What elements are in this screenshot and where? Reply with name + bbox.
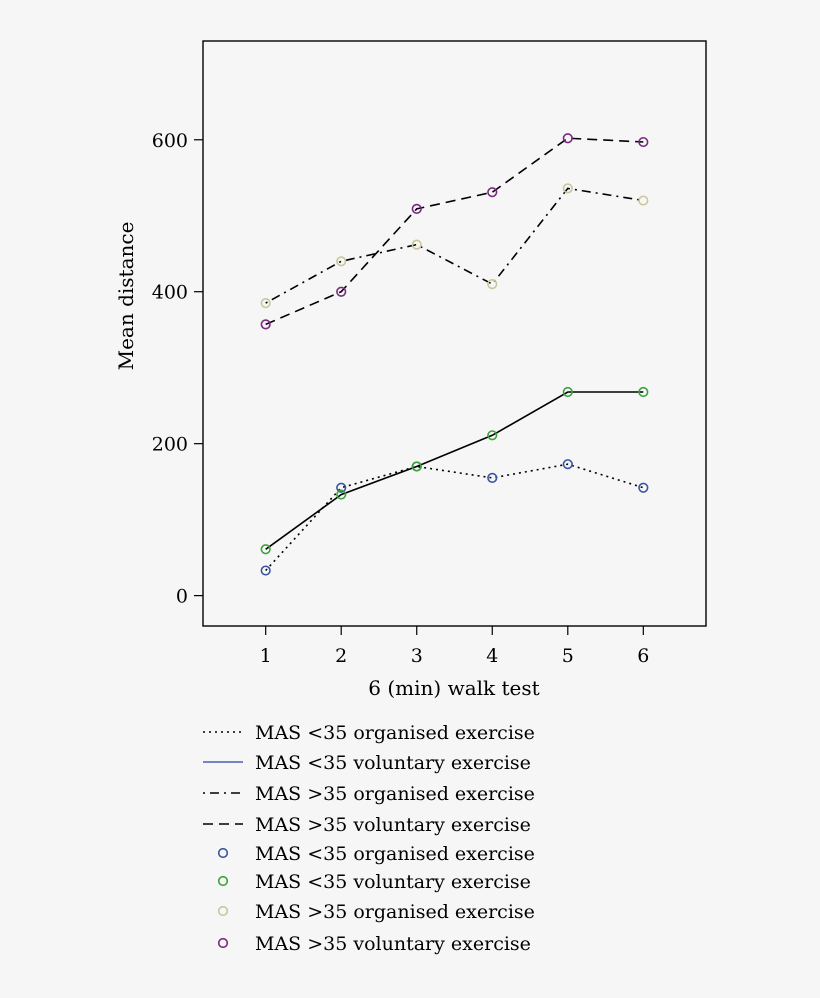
data-point bbox=[260, 298, 271, 309]
data-point bbox=[638, 386, 649, 398]
data-point bbox=[336, 256, 347, 267]
data-point bbox=[638, 482, 649, 493]
x-tick-label: 6 bbox=[637, 645, 649, 667]
legend-marker-swatch bbox=[217, 905, 229, 917]
x-axis-title: 6 (min) walk test bbox=[368, 676, 539, 700]
y-tick-label: 600 bbox=[152, 130, 188, 152]
data-point bbox=[487, 472, 498, 483]
data-point bbox=[487, 187, 498, 198]
legend-marker-swatch bbox=[217, 875, 229, 887]
y-tick-label: 200 bbox=[152, 434, 188, 456]
series-markers bbox=[260, 133, 649, 576]
data-point bbox=[638, 136, 649, 148]
y-axis-title: Mean distance bbox=[114, 222, 138, 371]
data-point bbox=[562, 183, 573, 194]
data-point bbox=[260, 319, 271, 330]
data-point bbox=[336, 482, 347, 493]
series-lines bbox=[265, 137, 644, 572]
legend-label: MAS <35 organised exercise bbox=[255, 722, 535, 744]
data-point bbox=[562, 386, 573, 398]
legend-label: MAS >35 voluntary exercise bbox=[255, 933, 531, 955]
series-line bbox=[265, 463, 644, 572]
legend-label: MAS <35 voluntary exercise bbox=[255, 752, 531, 774]
y-tick-label: 400 bbox=[152, 282, 188, 304]
data-point bbox=[487, 430, 498, 441]
legend-label: MAS >35 organised exercise bbox=[255, 901, 535, 923]
data-point bbox=[336, 286, 347, 297]
series-line bbox=[265, 391, 644, 550]
legend-label: MAS >35 voluntary exercise bbox=[255, 814, 531, 836]
x-tick-label: 3 bbox=[411, 645, 423, 667]
series-line bbox=[265, 137, 644, 326]
legend: MAS <35 organised exercise MAS <35 volunt… bbox=[203, 722, 535, 955]
data-point bbox=[411, 239, 422, 250]
y-axis: 0 200 400 600 bbox=[152, 130, 203, 608]
legend-marker-swatch bbox=[217, 937, 229, 949]
data-point bbox=[562, 133, 573, 144]
y-tick-label: 0 bbox=[176, 586, 188, 608]
plot-frame bbox=[202, 40, 707, 627]
series-line bbox=[265, 187, 644, 304]
legend-label: MAS >35 organised exercise bbox=[255, 783, 535, 805]
x-tick-label: 2 bbox=[335, 645, 347, 667]
data-point bbox=[336, 489, 347, 500]
data-point bbox=[411, 203, 422, 215]
legend-marker-swatch bbox=[217, 847, 229, 859]
legend-label: MAS <35 voluntary exercise bbox=[255, 871, 531, 893]
legend-label: MAS <35 organised exercise bbox=[255, 843, 535, 865]
x-axis: 1 2 3 4 5 6 bbox=[260, 626, 649, 667]
data-point bbox=[562, 459, 573, 470]
data-point bbox=[260, 544, 271, 555]
x-tick-label: 4 bbox=[486, 645, 498, 667]
x-tick-label: 1 bbox=[260, 645, 272, 667]
data-point bbox=[260, 565, 271, 576]
x-tick-label: 5 bbox=[562, 645, 574, 667]
data-point bbox=[487, 279, 498, 290]
data-point bbox=[638, 195, 649, 206]
data-point bbox=[411, 461, 422, 472]
